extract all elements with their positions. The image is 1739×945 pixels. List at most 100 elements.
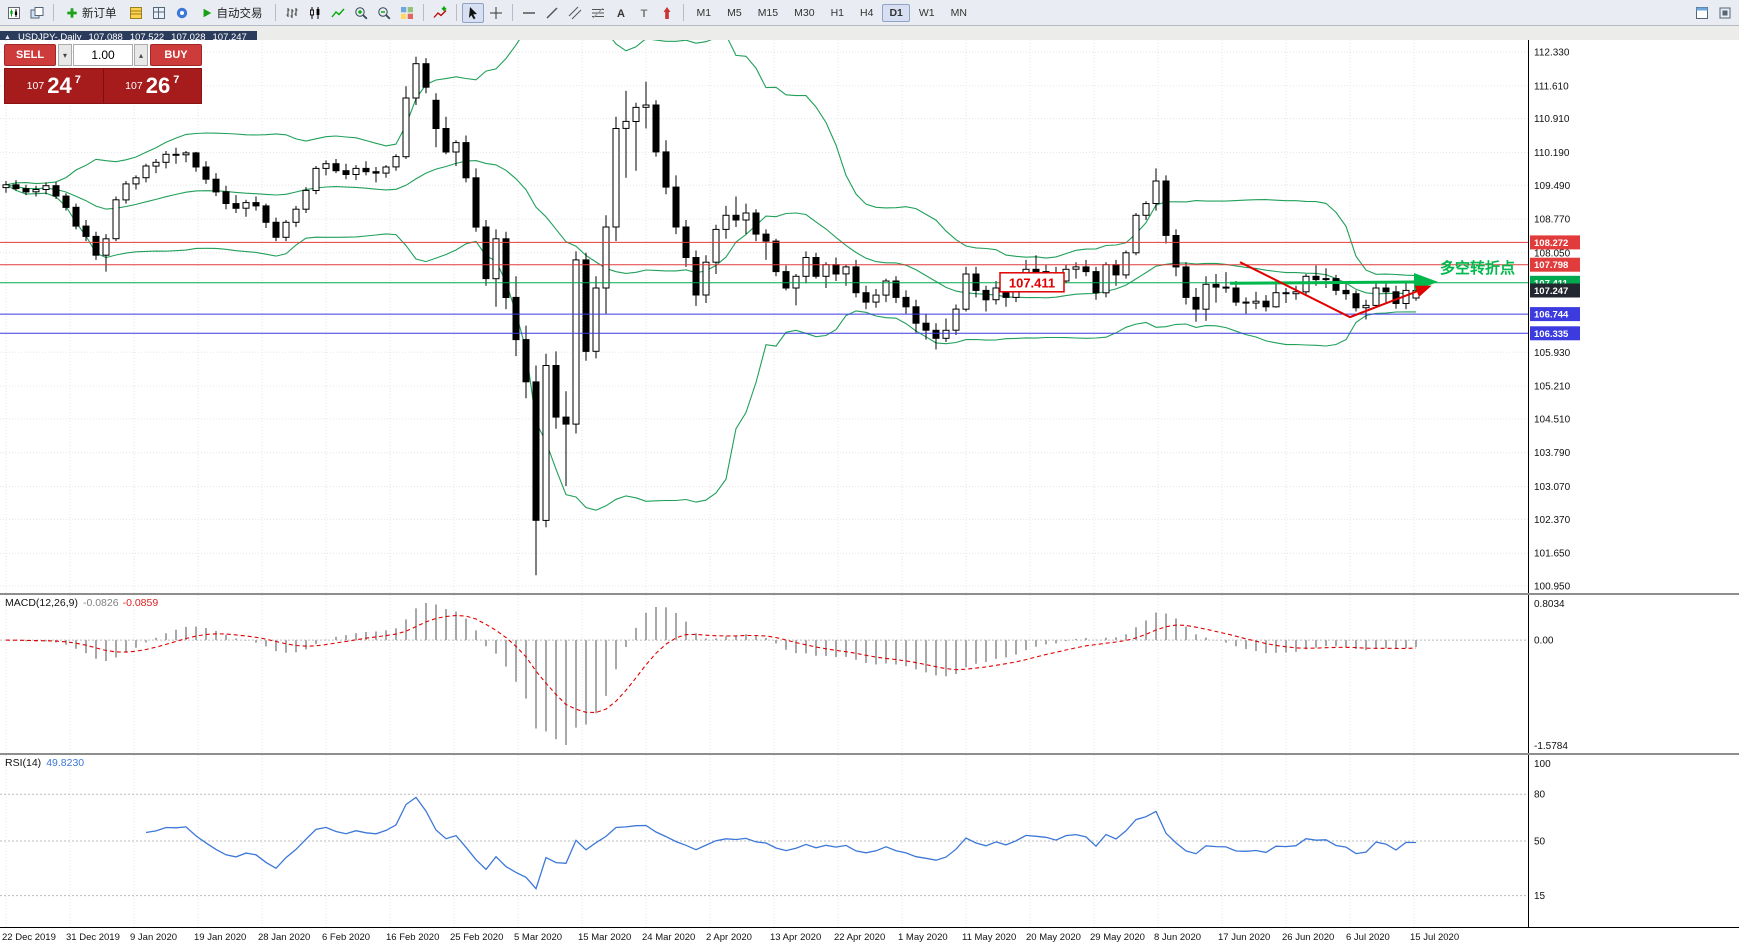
sell-price-prefix: 107 (26, 80, 45, 92)
zoom-out-icon (377, 6, 390, 19)
svg-text:101.650: 101.650 (1534, 549, 1571, 560)
svg-text:15: 15 (1534, 891, 1546, 902)
pane-splitter[interactable] (0, 753, 1739, 755)
zoom-in-button[interactable] (350, 3, 372, 23)
timeframe-m5-button[interactable]: M5 (720, 4, 749, 22)
svg-text:100.950: 100.950 (1534, 582, 1571, 593)
rsi-name: RSI(14) (5, 757, 42, 769)
arrows-tool-icon (663, 6, 670, 19)
toolbar-separator (422, 4, 424, 21)
rsi-chart-canvas[interactable] (0, 755, 1528, 927)
price-pane: 107.411 多空转折点 112.330 111.610 110.910 110.19… (0, 40, 1739, 593)
zoom-out-button[interactable] (373, 3, 395, 23)
arrange-windows-button[interactable] (1691, 3, 1713, 23)
fullscreen-button[interactable] (1714, 3, 1736, 23)
svg-text:T: T (640, 8, 647, 20)
svg-text:11 May 2020: 11 May 2020 (962, 932, 1016, 943)
crosshair-button[interactable] (485, 3, 507, 23)
macd-axis-canvas: 0.8034 0.00 -1.5784 (1534, 599, 1568, 752)
candlestick-chart-button[interactable] (304, 3, 326, 23)
text-label-button[interactable]: T (633, 3, 655, 23)
timeframe-mn-button[interactable]: MN (944, 4, 974, 22)
tile-windows-icon (400, 6, 413, 19)
new-order-button[interactable]: 新订单 (59, 3, 124, 23)
svg-text:108.050: 108.050 (1534, 248, 1571, 259)
cursor-button[interactable] (461, 2, 484, 23)
chart-profiles-button[interactable] (26, 3, 48, 23)
macd-chart-canvas[interactable] (0, 595, 1528, 753)
new-order-plus-icon (67, 7, 77, 18)
indicators-button[interactable] (429, 3, 451, 23)
indicators-icon (433, 6, 446, 18)
trendline-button[interactable] (541, 3, 563, 23)
pane-splitter[interactable] (0, 593, 1739, 595)
svg-text:26 Jun 2020: 26 Jun 2020 (1282, 932, 1334, 943)
volume-input[interactable] (73, 44, 133, 66)
data-window-button[interactable] (148, 3, 170, 23)
time-axis[interactable]: 22 Dec 2019 31 Dec 2019 9 Jan 2020 19 Jan 2… (0, 927, 1739, 945)
text-label-icon: T (640, 8, 647, 20)
time-axis-canvas: 22 Dec 2019 31 Dec 2019 9 Jan 2020 19 Jan 2… (2, 932, 1459, 943)
trade-panel-prices: 107 24 7 107 26 7 (4, 68, 202, 104)
sell-price[interactable]: 107 24 7 (5, 69, 103, 103)
timeframe-m1-button[interactable]: M1 (690, 4, 719, 22)
price-chart-canvas[interactable]: 107.411 多空转折点 (0, 40, 1528, 593)
timeframe-d1-button[interactable]: D1 (882, 3, 910, 22)
tile-windows-button[interactable] (396, 3, 418, 23)
svg-text:0.8034: 0.8034 (1534, 599, 1565, 610)
volume-decrease-button[interactable]: ▾ (58, 44, 72, 66)
timeframe-h1-button[interactable]: H1 (824, 4, 851, 22)
macd-label: MACD(12,26,9) -0.0826 -0.0859 (5, 597, 158, 609)
text-tool-icon: A (617, 8, 625, 20)
svg-text:31 Dec 2019: 31 Dec 2019 (66, 932, 120, 943)
svg-text:8 Jun 2020: 8 Jun 2020 (1154, 932, 1201, 943)
equidistant-channel-button[interactable] (564, 3, 586, 23)
buy-button[interactable]: BUY (150, 44, 202, 66)
timeframe-m15-button[interactable]: M15 (751, 4, 785, 22)
volume-increase-button[interactable]: ▴ (134, 44, 148, 66)
timeframe-m30-button[interactable]: M30 (787, 4, 821, 22)
main-toolbar: 新订单 自动交易 A T M1 M5 M15 M30 H1 H4 D1 W1 MN (0, 0, 1739, 26)
svg-text:5 Mar 2020: 5 Mar 2020 (514, 932, 562, 943)
rsi-axis[interactable]: 100 80 50 15 (1528, 755, 1739, 927)
sell-button[interactable]: SELL (4, 44, 56, 66)
timeframe-w1-button[interactable]: W1 (912, 4, 942, 22)
trendline-icon (545, 6, 558, 19)
rsi-label: RSI(14) 49.8230 (5, 757, 84, 769)
fibonacci-button[interactable] (587, 3, 609, 23)
svg-text:106.335: 106.335 (1534, 329, 1569, 340)
svg-text:-1.5784: -1.5784 (1534, 741, 1568, 752)
line-chart-button[interactable] (327, 3, 349, 23)
svg-text:111.610: 111.610 (1534, 81, 1569, 92)
svg-text:2 Apr 2020: 2 Apr 2020 (706, 932, 752, 943)
svg-text:107.411: 107.411 (1009, 275, 1055, 290)
buy-price[interactable]: 107 26 7 (104, 69, 202, 103)
macd-axis[interactable]: 0.8034 0.00 -1.5784 (1528, 595, 1739, 753)
svg-text:110.910: 110.910 (1534, 114, 1570, 125)
horizontal-line-button[interactable] (518, 3, 540, 23)
new-chart-button[interactable] (3, 3, 25, 23)
svg-text:105.930: 105.930 (1534, 348, 1571, 359)
toolbar-separator (682, 4, 684, 21)
arrange-windows-icon (1696, 6, 1708, 19)
bar-chart-button[interactable] (281, 3, 303, 23)
autotrade-button[interactable]: 自动交易 (194, 3, 270, 23)
horizontal-line-icon (522, 11, 535, 14)
collapse-panel-icon[interactable]: ▲ (4, 34, 11, 41)
svg-text:29 May 2020: 29 May 2020 (1090, 932, 1145, 943)
svg-text:6 Jul 2020: 6 Jul 2020 (1346, 932, 1390, 943)
price-axis[interactable]: 112.330 111.610 110.910 110.190 109.490 108.7… (1528, 40, 1739, 593)
market-watch-icon (129, 6, 142, 19)
navigator-button[interactable] (171, 3, 193, 23)
market-watch-button[interactable] (125, 3, 147, 23)
svg-text:103.070: 103.070 (1534, 482, 1571, 493)
text-tool-button[interactable]: A (610, 3, 632, 23)
svg-text:13 Apr 2020: 13 Apr 2020 (770, 932, 821, 943)
new-order-label: 新订单 (82, 7, 117, 20)
rsi-pane: RSI(14) 49.8230 100 80 50 15 (0, 755, 1739, 927)
price-axis-canvas: 112.330 111.610 110.910 110.190 109.490 108.7… (1530, 48, 1580, 593)
arrows-tool-button[interactable] (656, 3, 678, 23)
timeframe-h4-button[interactable]: H4 (853, 4, 880, 22)
volume-stepper: ▾ ▴ (58, 44, 148, 66)
svg-text:22 Apr 2020: 22 Apr 2020 (834, 932, 885, 943)
